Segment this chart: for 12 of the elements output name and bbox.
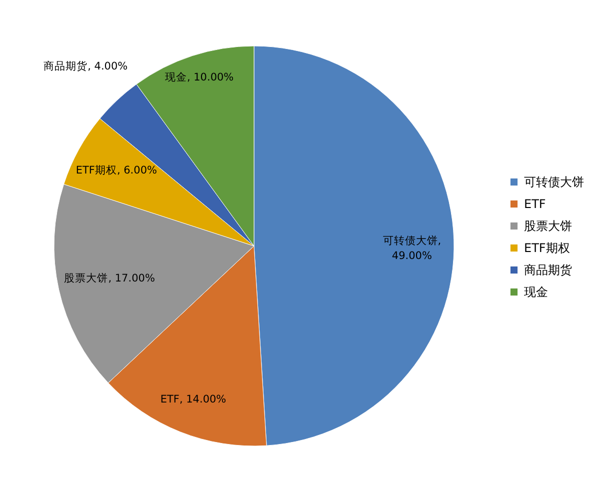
legend-label: 股票大饼 — [524, 219, 572, 233]
data-label: 商品期货, 4.00% — [44, 60, 128, 73]
data-label: ETF, 14.00% — [160, 393, 226, 406]
data-label: 现金, 10.00% — [164, 72, 234, 84]
data-label: ETF期权, 6.00% — [76, 164, 157, 176]
data-label: 可转债大饼, 49.00% — [382, 234, 442, 262]
legend-label: ETF期权 — [524, 241, 570, 255]
legend-label: 现金 — [524, 285, 548, 299]
legend-label: 商品期货 — [524, 263, 572, 277]
legend-label: ETF — [524, 197, 546, 211]
legend-label: 可转债大饼 — [524, 175, 584, 189]
data-label: 股票大饼, 17.00% — [64, 271, 155, 284]
